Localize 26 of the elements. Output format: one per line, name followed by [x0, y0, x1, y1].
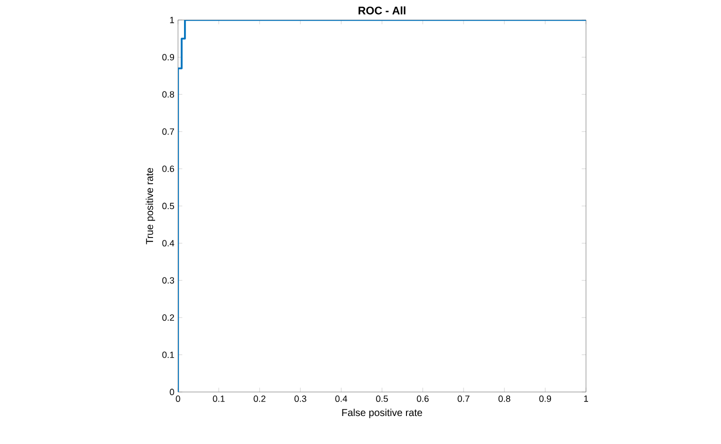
y-tick-label: 0.4	[162, 240, 174, 246]
x-tick-label: 0.5	[376, 396, 388, 402]
x-tick-label: 0.2	[254, 396, 266, 402]
y-tick-label: 0.8	[162, 91, 174, 98]
y-tick-label: 0.2	[162, 314, 174, 321]
x-axis-title: False positive rate	[342, 408, 422, 418]
line-series	[178, 20, 586, 392]
x-tick-label: 0.9	[539, 396, 552, 402]
x-tick-label: 0.6	[416, 396, 429, 402]
x-tick-label: 0	[176, 396, 180, 402]
y-tick-label: 0.9	[162, 54, 174, 60]
y-tick-label: 0.7	[162, 128, 174, 135]
x-tick-label: 0.7	[458, 396, 470, 402]
chart-title: ROC - All	[358, 6, 406, 14]
y-axis-title: True positive rate	[146, 168, 156, 244]
y-tick-label: 0.5	[162, 202, 174, 210]
y-tick-label: 1	[170, 16, 174, 24]
x-tick-label: 0.3	[294, 396, 306, 402]
y-tick-label: 0.6	[162, 166, 174, 172]
x-tick-label: 0.4	[335, 396, 348, 402]
x-tick-label: 0.1	[212, 396, 225, 402]
x-tick-label: 1	[584, 396, 588, 402]
x-tick-label: 0.8	[498, 396, 510, 402]
y-tick-label: 0.1	[162, 352, 174, 358]
y-tick-label: 0	[170, 388, 174, 396]
y-tick-label: 0.3	[162, 277, 174, 284]
